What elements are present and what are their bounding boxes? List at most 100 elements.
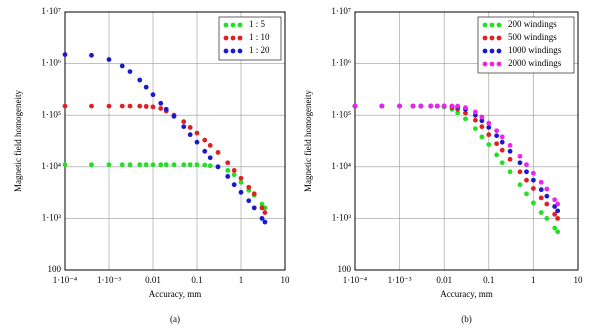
data-point	[238, 175, 244, 181]
y-tick-label: 1·10⁷	[41, 6, 61, 16]
legend-marker	[496, 48, 502, 54]
caption: (a)	[170, 314, 180, 324]
data-point	[517, 169, 523, 175]
data-point	[225, 168, 231, 173]
data-point	[544, 186, 550, 192]
data-point	[552, 197, 558, 203]
data-point	[552, 211, 558, 217]
data-point	[524, 162, 529, 168]
legend-label: 500 windings	[508, 32, 557, 42]
data-point	[455, 110, 461, 116]
x-axis-label: Accuracy, mm	[149, 289, 201, 299]
data-point	[194, 162, 200, 168]
data-point	[494, 128, 500, 134]
y-tick-label: 1·10⁴	[41, 161, 61, 171]
legend-marker	[496, 61, 502, 67]
data-point	[479, 118, 485, 124]
data-point	[246, 198, 252, 204]
data-point	[531, 170, 536, 176]
data-point	[531, 200, 536, 206]
y-tick-label: 100	[338, 264, 352, 274]
data-point	[150, 162, 156, 168]
y-tick-label: 1·10⁵	[331, 109, 351, 119]
legend-label: 200 windings	[508, 19, 557, 29]
y-tick-label: 1·10⁵	[41, 109, 61, 119]
legend-label: 1 : 20	[249, 45, 270, 55]
data-point	[187, 162, 193, 168]
data-point	[143, 162, 149, 168]
data-point	[262, 219, 268, 225]
legend-marker	[489, 61, 495, 67]
data-point	[517, 182, 523, 188]
data-point	[246, 184, 252, 190]
data-point	[552, 225, 558, 231]
y-axis-label: Magnetic field homogeneity	[13, 90, 23, 192]
data-point	[494, 133, 500, 139]
data-point	[455, 103, 461, 109]
legend-marker	[230, 22, 236, 28]
data-point	[207, 142, 213, 148]
y-tick-label: 1·10⁷	[331, 6, 351, 16]
data-point	[238, 189, 244, 195]
data-point	[555, 229, 561, 235]
data-point	[194, 139, 200, 145]
data-point	[379, 103, 385, 109]
data-point	[463, 110, 468, 116]
data-point	[225, 174, 231, 179]
data-point	[472, 117, 478, 123]
data-point	[397, 103, 402, 109]
legend-marker	[489, 35, 495, 41]
data-point	[231, 168, 237, 173]
data-point	[517, 160, 523, 166]
data-point	[158, 162, 164, 168]
data-point	[441, 103, 447, 109]
data-point	[352, 103, 358, 109]
data-point	[538, 179, 544, 185]
legend-marker	[237, 35, 243, 41]
x-tick-label: 0.1	[191, 275, 202, 285]
data-point	[225, 160, 231, 166]
legend-marker	[496, 22, 502, 28]
data-point	[119, 162, 125, 168]
data-point	[150, 92, 156, 98]
data-point	[207, 155, 213, 161]
legend-marker	[223, 22, 229, 28]
data-point	[127, 103, 133, 109]
plot-frame	[354, 11, 579, 271]
data-point	[531, 177, 536, 183]
legend-marker	[230, 35, 236, 41]
data-point	[119, 63, 125, 69]
data-point	[231, 172, 237, 178]
data-point	[531, 186, 536, 191]
data-point	[499, 139, 505, 145]
data-point	[89, 162, 94, 168]
data-point	[538, 210, 544, 215]
data-point	[62, 52, 68, 57]
data-point	[507, 148, 513, 154]
data-point	[207, 163, 213, 169]
data-point	[410, 103, 416, 109]
legend-label: 1000 windings	[508, 45, 562, 55]
data-point	[259, 201, 265, 207]
data-point	[524, 177, 529, 183]
data-point	[544, 193, 550, 199]
data-point	[143, 104, 149, 109]
y-axis-label: Magnetic field homogeneity	[303, 90, 313, 192]
data-point	[555, 201, 561, 207]
x-tick-label: 0.1	[483, 275, 494, 285]
data-point	[259, 205, 265, 211]
data-point	[106, 57, 112, 62]
data-point	[202, 148, 208, 154]
data-point	[538, 195, 544, 201]
legend-box	[218, 16, 282, 61]
legend-marker	[482, 61, 488, 67]
legend-label: 1 : 5	[249, 19, 266, 29]
data-point	[494, 152, 500, 158]
data-point	[486, 120, 492, 126]
data-point	[181, 124, 187, 130]
data-point	[538, 187, 544, 193]
y-tick-label: 1·10³	[332, 212, 351, 222]
data-point	[463, 116, 468, 122]
data-point	[137, 162, 143, 168]
data-point	[181, 119, 187, 125]
